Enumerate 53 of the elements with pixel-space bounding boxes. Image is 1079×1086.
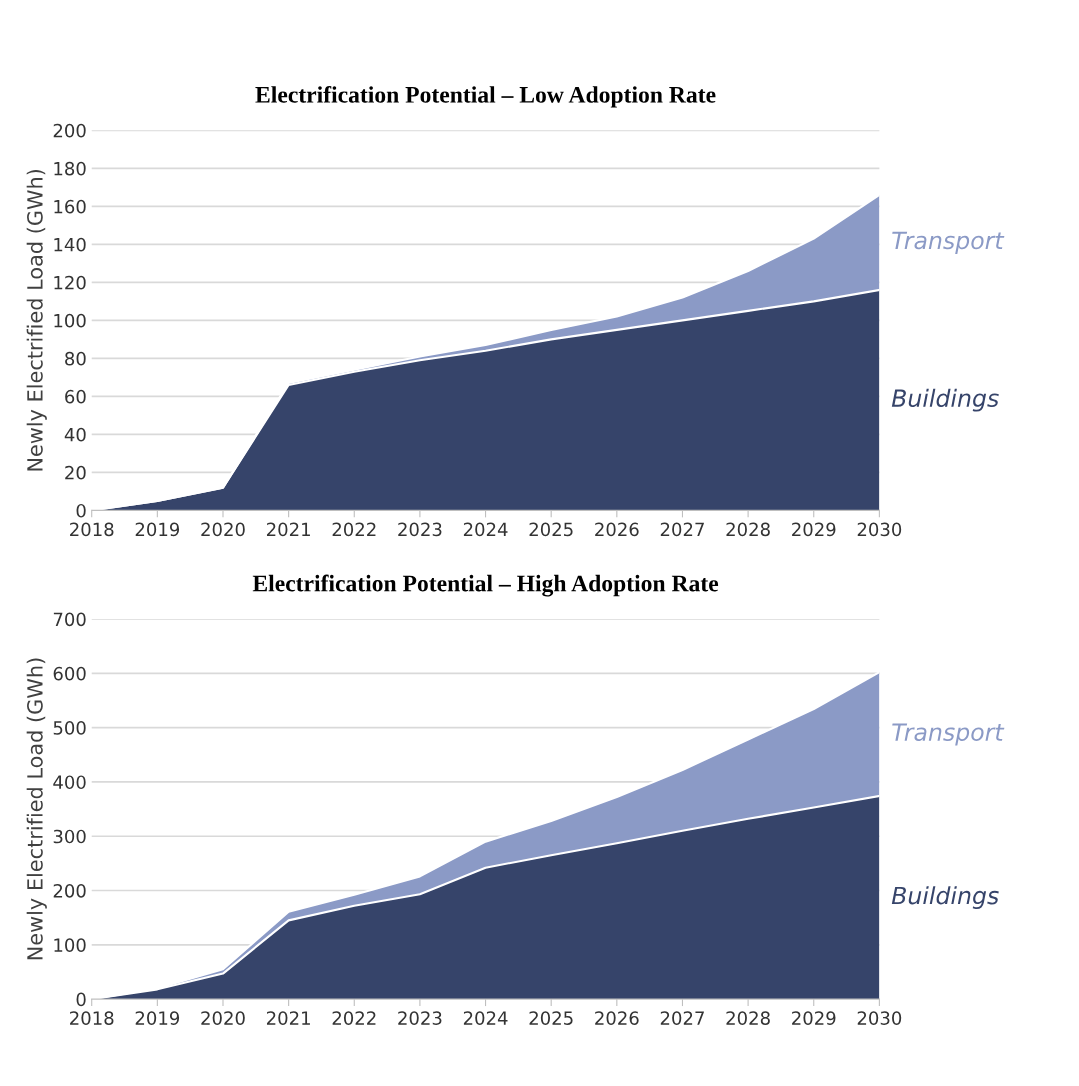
y-tick-label: 0 [76, 992, 86, 1007]
x-tick-label: 2025 [529, 522, 573, 537]
y-tick-label: 200 [53, 123, 86, 138]
chart-title: Electrification Potential – Low Adoption Rate [255, 85, 716, 108]
y-tick-label: 700 [53, 612, 86, 627]
y-tick-label: 600 [53, 666, 86, 681]
x-tick-label: 2030 [857, 522, 902, 537]
x-tick-label: 2020 [201, 522, 245, 537]
y-tick-label: 180 [54, 161, 86, 176]
x-tick-label: 2029 [792, 1011, 836, 1025]
y-tick-label: 100 [54, 313, 86, 328]
x-tick-label: 2026 [595, 1011, 639, 1025]
chart-title: Electrification Potential – High Adoption Rate [252, 574, 719, 597]
x-tick-label: 2023 [398, 1011, 442, 1025]
x-tick-label: 2018 [70, 1011, 114, 1025]
y-tick-label: 20 [65, 465, 86, 480]
y-tick-label: 0 [76, 503, 86, 518]
y-tick-label: 500 [53, 721, 86, 735]
y-tick-label: 120 [54, 275, 86, 290]
x-tick-label: 2025 [529, 1011, 573, 1025]
x-tick-label: 2022 [332, 1011, 376, 1025]
x-tick-label: 2023 [398, 522, 442, 537]
y-tick-label: 80 [65, 351, 86, 366]
y-tick-label: 40 [64, 427, 86, 442]
x-tick-label: 2020 [201, 1011, 245, 1025]
y-tick-label: 400 [53, 775, 86, 790]
x-tick-label: 2028 [726, 522, 770, 537]
x-tick-label: 2029 [792, 522, 836, 537]
y-axis-title: Newly Electrified Load (GWh) [26, 169, 47, 471]
x-tick-label: 2022 [332, 522, 376, 537]
series-label: Transport [892, 231, 1005, 254]
y-tick-label: 100 [54, 938, 86, 952]
x-tick-label: 2024 [463, 522, 508, 537]
y-tick-label: 140 [54, 237, 86, 252]
series-label: Buildings [891, 388, 999, 412]
x-tick-label: 2019 [135, 1011, 180, 1025]
x-tick-label: 2027 [660, 522, 704, 537]
y-tick-label: 200 [53, 883, 86, 898]
y-tick-label: 160 [54, 199, 86, 214]
x-tick-label: 2028 [726, 1011, 770, 1025]
series-label: Buildings [891, 886, 999, 909]
x-tick-label: 2030 [857, 1011, 902, 1025]
series-label: Transport [892, 723, 1005, 746]
x-tick-label: 2026 [595, 522, 639, 537]
x-tick-label: 2021 [266, 522, 310, 537]
x-tick-label: 2021 [266, 1011, 310, 1025]
x-tick-label: 2024 [463, 1011, 508, 1025]
x-tick-label: 2019 [135, 522, 180, 537]
y-tick-label: 60 [65, 389, 86, 404]
y-tick-label: 300 [53, 829, 86, 844]
y-axis-title: Newly Electrified Load (GWh) [26, 658, 47, 960]
x-tick-label: 2018 [70, 522, 114, 537]
x-tick-label: 2027 [660, 1011, 704, 1025]
